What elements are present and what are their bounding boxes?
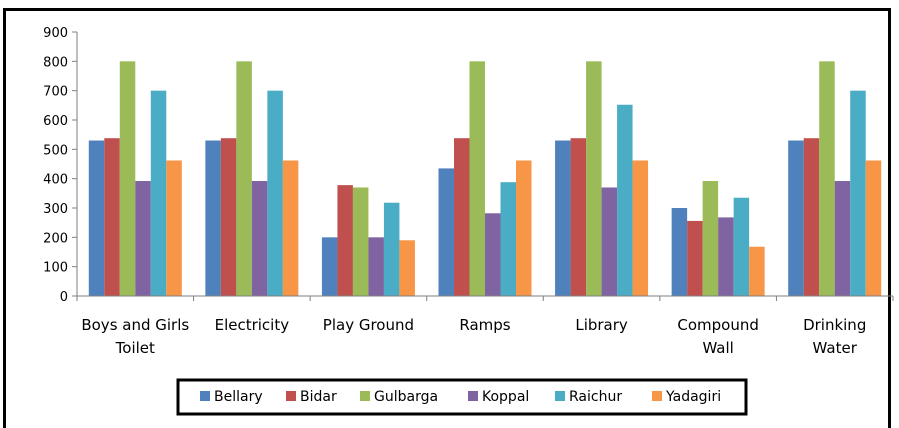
legend-label: Bellary — [214, 389, 263, 405]
bar-yadagiri — [749, 246, 765, 296]
bar-gulbarga — [469, 61, 485, 296]
legend-label: Koppal — [482, 389, 529, 405]
legend-label: Bidar — [300, 389, 337, 405]
bar-bidar — [220, 138, 237, 296]
bar-koppal — [485, 213, 501, 296]
bar-bidar — [104, 138, 120, 296]
bar-bellary — [321, 237, 338, 296]
y-tick-label: 0 — [60, 290, 68, 305]
bar-bidar — [687, 220, 703, 296]
y-tick-label: 700 — [43, 85, 68, 100]
bar-gulbarga — [352, 187, 369, 296]
x-tick-label: Water — [813, 339, 858, 357]
y-tick-label: 800 — [43, 55, 68, 70]
x-tick-label: Toilet — [115, 339, 155, 357]
bar-gulbarga — [702, 181, 719, 296]
legend-swatch-yadagiri — [652, 391, 662, 401]
bar-koppal — [251, 181, 268, 296]
bar-bidar — [337, 185, 353, 296]
legend-swatch-koppal — [468, 391, 478, 401]
bar-koppal — [135, 181, 151, 296]
bar-yadagiri — [516, 160, 532, 296]
bar-yadagiri — [282, 160, 299, 296]
x-tick-label: Drinking — [803, 316, 866, 334]
bar-bellary — [555, 140, 571, 296]
bar-gulbarga — [819, 61, 835, 296]
bar-bellary — [671, 208, 688, 296]
bar-bidar — [803, 138, 820, 296]
bar-bellary — [88, 140, 105, 296]
legend-label: Yadagiri — [665, 389, 721, 405]
legend-label: Raichur — [569, 389, 622, 405]
bar-bidar — [570, 138, 587, 296]
bar-koppal — [601, 187, 618, 296]
legend-swatch-bidar — [286, 391, 296, 401]
bar-yadagiri — [865, 160, 882, 296]
bars — [88, 61, 882, 296]
bar-raichur — [733, 197, 750, 296]
bar-koppal — [718, 217, 734, 296]
x-axis: Boys and Girls Toilet Electricity Play Grou… — [76, 295, 894, 357]
x-tick-label: Play Ground — [323, 316, 414, 334]
bar-gulbarga — [236, 61, 252, 296]
x-tick-label: Boys and Girls — [81, 316, 189, 334]
bar-bidar — [454, 138, 470, 296]
legend-swatch-gulbarga — [360, 391, 370, 401]
y-tick-label: 100 — [43, 261, 68, 276]
legend: Bellary Bidar Gulbarga Koppal Raichur Yadagir… — [176, 378, 748, 416]
x-tick-label: Wall — [702, 339, 733, 357]
bar-raichur — [150, 90, 167, 296]
bar-gulbarga — [586, 61, 602, 296]
bar-raichur — [617, 104, 633, 296]
bar-yadagiri — [632, 160, 649, 296]
y-tick-label: 400 — [43, 173, 68, 188]
x-tick-label: Electricity — [215, 316, 290, 334]
bar-raichur — [500, 182, 516, 296]
bar-raichur — [267, 90, 283, 296]
legend-box — [176, 378, 748, 416]
x-tick-label: Compound — [677, 316, 759, 334]
bar-koppal — [368, 237, 384, 296]
x-tick-label: Ramps — [459, 316, 510, 334]
legend-label: Gulbarga — [374, 389, 438, 405]
bar-yadagiri — [166, 160, 182, 296]
bar-bellary — [788, 140, 804, 296]
y-tick-label: 500 — [43, 143, 68, 158]
y-tick-label: 600 — [43, 114, 68, 129]
bar-raichur — [850, 90, 866, 296]
legend-swatch-raichur — [555, 391, 565, 401]
bar-raichur — [383, 202, 400, 296]
y-axis: 0 100 200 300 400 500 600 700 800 900 — [43, 26, 78, 305]
bar-bellary — [438, 168, 454, 296]
bar-bellary — [205, 140, 221, 296]
y-tick-label: 200 — [43, 231, 68, 246]
bar-yadagiri — [399, 240, 415, 296]
legend-swatch-bellary — [200, 391, 210, 401]
bar-koppal — [834, 181, 851, 296]
x-tick-label: Library — [575, 316, 628, 334]
y-tick-label: 900 — [43, 26, 68, 41]
bar-gulbarga — [119, 61, 136, 296]
y-tick-label: 300 — [43, 202, 68, 217]
